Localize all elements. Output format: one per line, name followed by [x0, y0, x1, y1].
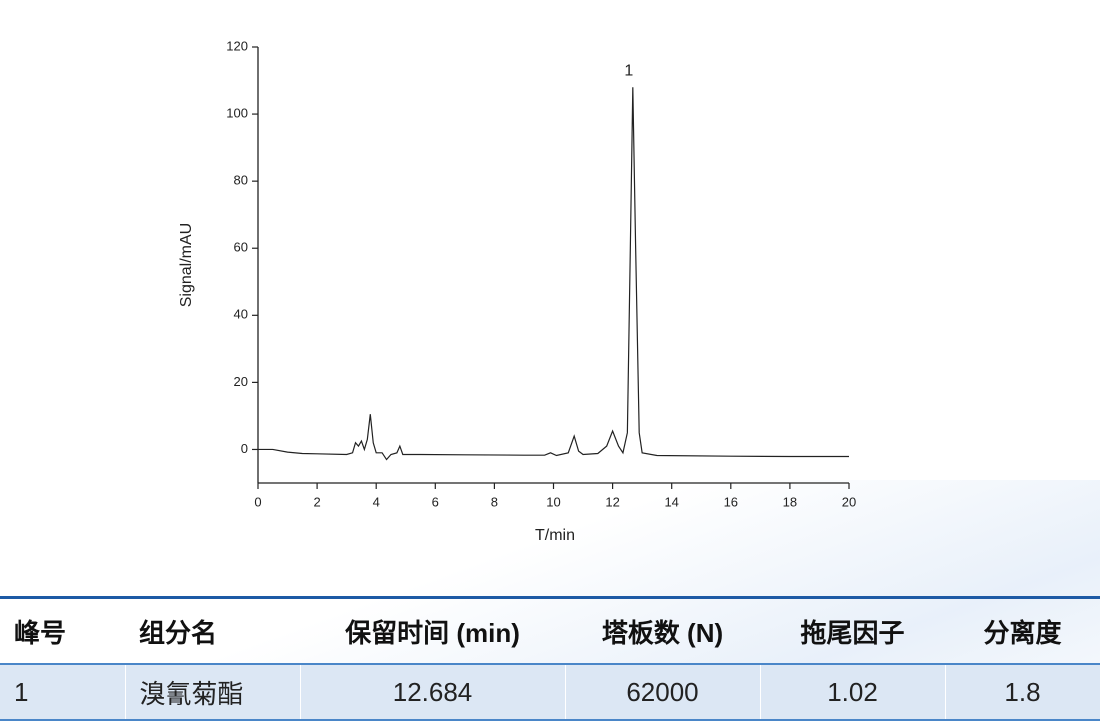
y-tick-label: 80 — [234, 173, 248, 188]
header-cell: 拖尾因子 — [760, 596, 945, 665]
data-cell: 62000 — [565, 664, 761, 721]
y-tick-label: 0 — [241, 441, 248, 456]
x-tick-label: 16 — [724, 494, 738, 509]
x-tick-label: 18 — [783, 494, 797, 509]
y-tick-label: 20 — [234, 374, 248, 389]
y-tick-label: 100 — [226, 106, 248, 121]
data-cell: 1 — [0, 664, 126, 721]
data-cell: 1.02 — [760, 664, 946, 721]
header-row: 峰号 组分名 保留时间 (min) 塔板数 (N) 拖尾因子 分离度 — [0, 596, 1100, 665]
x-tick-label: 12 — [605, 494, 619, 509]
data-cell: 1.8 — [945, 664, 1100, 721]
data-cell: 12.684 — [300, 664, 566, 721]
y-tick-label: 120 — [226, 38, 248, 53]
results-table: 峰号 组分名 保留时间 (min) 塔板数 (N) 拖尾因子 分离度 1 溴氰菊酯 12.68… — [0, 596, 1100, 721]
x-tick-label: 0 — [254, 494, 261, 509]
y-axis-label: Signal/mAU — [178, 223, 195, 307]
signal-line — [258, 87, 849, 461]
data-row: 1 溴氰菊酯 12.684 62000 1.02 1.8 — [0, 664, 1100, 721]
x-tick-label: 10 — [546, 494, 560, 509]
header-cell: 分离度 — [945, 596, 1100, 665]
y-tick-label: 60 — [234, 240, 248, 255]
header-cell: 塔板数 (N) — [565, 596, 760, 665]
x-tick-label: 14 — [664, 494, 678, 509]
x-tick-label: 4 — [373, 494, 380, 509]
x-axis-label: T/min — [535, 527, 575, 544]
x-tick-label: 2 — [313, 494, 320, 509]
x-tick-label: 20 — [842, 494, 856, 509]
x-tick-label: 6 — [432, 494, 439, 509]
y-tick-label: 40 — [234, 307, 248, 322]
header-cell: 组分名 — [125, 596, 300, 665]
data-cell: 溴氰菊酯 — [125, 664, 301, 721]
x-tick-label: 8 — [491, 494, 498, 509]
peak-label: 1 — [624, 62, 633, 79]
header-cell: 保留时间 (min) — [300, 596, 565, 665]
header-cell: 峰号 — [0, 596, 125, 665]
